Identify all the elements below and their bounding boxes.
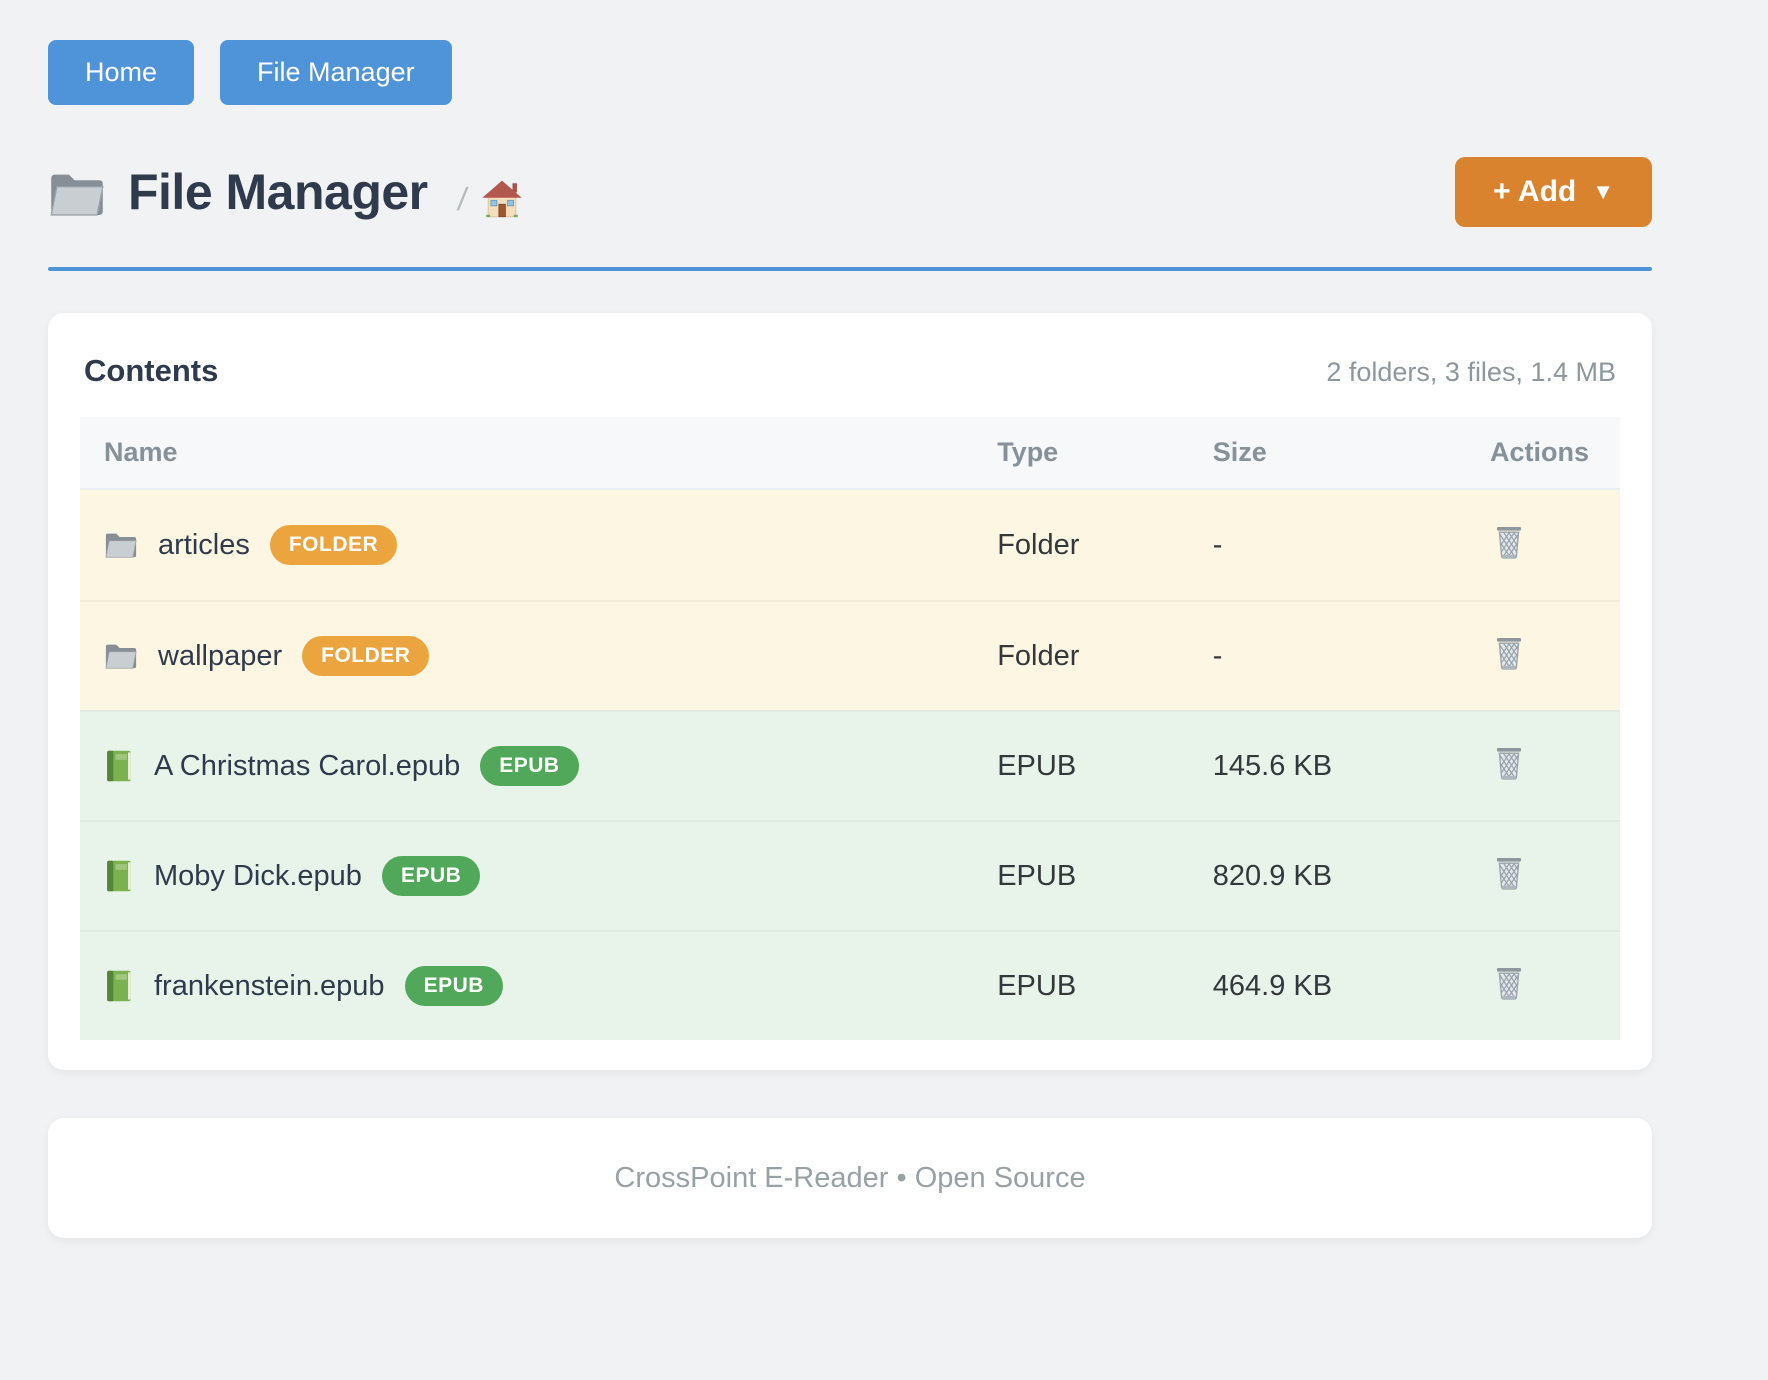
trash-icon [1496, 748, 1522, 780]
file-name-cell[interactable]: Moby Dick.epub EPUB [80, 856, 973, 896]
title-group: File Manager / [48, 163, 523, 221]
folder-icon [105, 644, 137, 669]
file-size-cell: - [1212, 528, 1223, 561]
delete-button[interactable] [1492, 745, 1526, 782]
table-row[interactable]: frankenstein.epub EPUB EPUB 464.9 KB [80, 930, 1620, 1040]
file-actions-cell [1466, 855, 1620, 897]
title-divider [48, 267, 1652, 271]
footer: CrossPoint E-Reader • Open Source [48, 1118, 1652, 1238]
file-name: A Christmas Carol.epub [154, 749, 461, 782]
delete-button[interactable] [1492, 524, 1526, 561]
delete-button[interactable] [1492, 855, 1526, 892]
column-header-name: Name [104, 437, 178, 467]
table-body: articles FOLDER Folder - [80, 490, 1620, 1040]
table-row[interactable]: wallpaper FOLDER Folder - [80, 600, 1620, 710]
type-badge: EPUB [381, 856, 481, 896]
column-header-type: Type [997, 437, 1059, 467]
book-icon [107, 970, 131, 1002]
file-size-cell: 145.6 KB [1212, 749, 1333, 782]
file-type-cell: EPUB [997, 859, 1077, 892]
file-name-cell[interactable]: articles FOLDER [80, 525, 973, 565]
file-name: Moby Dick.epub [154, 859, 362, 892]
file-manager-button[interactable]: File Manager [220, 40, 452, 105]
breadcrumb: / [455, 179, 523, 219]
type-badge: FOLDER [269, 525, 398, 565]
table-header-row: Name Type Size Actions [80, 417, 1620, 490]
table-row[interactable]: Moby Dick.epub EPUB EPUB 820.9 KB [80, 820, 1620, 930]
type-badge: FOLDER [302, 636, 430, 676]
file-name: wallpaper [158, 639, 283, 672]
file-type-cell: EPUB [997, 749, 1077, 782]
page-header: File Manager / + Add ▼ [48, 157, 1652, 227]
file-type-cell: Folder [997, 528, 1080, 561]
footer-text: CrossPoint E-Reader • Open Source [614, 1161, 1086, 1194]
type-badge: EPUB [480, 746, 579, 786]
file-name-cell[interactable]: wallpaper FOLDER [80, 636, 973, 676]
file-name-cell[interactable]: A Christmas Carol.epub EPUB [80, 746, 973, 786]
file-size-cell: - [1212, 639, 1223, 672]
file-name: frankenstein.epub [154, 969, 385, 1002]
type-badge: EPUB [404, 966, 503, 1006]
file-actions-cell [1466, 965, 1620, 1007]
book-icon [107, 750, 131, 782]
house-icon[interactable] [481, 179, 523, 219]
top-nav: Home File Manager [48, 40, 1652, 105]
trash-icon [1496, 527, 1522, 559]
breadcrumb-separator: / [455, 180, 470, 217]
add-button[interactable]: + Add ▼ [1455, 157, 1652, 227]
page-container: Home File Manager File Manager / [48, 0, 1652, 1238]
chevron-down-icon: ▼ [1592, 179, 1614, 204]
delete-button[interactable] [1492, 965, 1526, 1002]
contents-heading: Contents [84, 353, 219, 388]
folder-icon [50, 174, 104, 216]
contents-card-header: Contents 2 folders, 3 files, 1.4 MB [80, 353, 1620, 389]
trash-icon [1496, 858, 1522, 890]
table-row[interactable]: articles FOLDER Folder - [80, 490, 1620, 600]
book-icon [107, 860, 131, 892]
table-row[interactable]: A Christmas Carol.epub EPUB EPUB 145.6 K… [80, 710, 1620, 820]
page-title: File Manager [128, 164, 428, 220]
add-button-label: + Add [1493, 175, 1577, 208]
column-header-actions: Actions [1489, 437, 1589, 467]
file-name-cell[interactable]: frankenstein.epub EPUB [80, 966, 973, 1006]
trash-icon [1496, 638, 1522, 670]
folder-icon [105, 533, 137, 558]
column-header-size: Size [1212, 437, 1267, 467]
file-type-cell: EPUB [997, 969, 1077, 1002]
trash-icon [1496, 968, 1522, 1000]
file-actions-cell [1466, 745, 1620, 787]
file-table: Name Type Size Actions articles FOLDER F… [80, 417, 1620, 1040]
delete-button[interactable] [1492, 635, 1526, 672]
file-actions-cell [1466, 635, 1620, 677]
file-type-cell: Folder [997, 639, 1080, 672]
contents-card: Contents 2 folders, 3 files, 1.4 MB Name… [48, 313, 1652, 1070]
file-size-cell: 820.9 KB [1212, 859, 1333, 892]
contents-summary: 2 folders, 3 files, 1.4 MB [1326, 357, 1616, 387]
file-actions-cell [1466, 524, 1620, 566]
file-size-cell: 464.9 KB [1212, 969, 1333, 1002]
file-name: articles [158, 528, 250, 561]
home-button[interactable]: Home [48, 40, 195, 105]
